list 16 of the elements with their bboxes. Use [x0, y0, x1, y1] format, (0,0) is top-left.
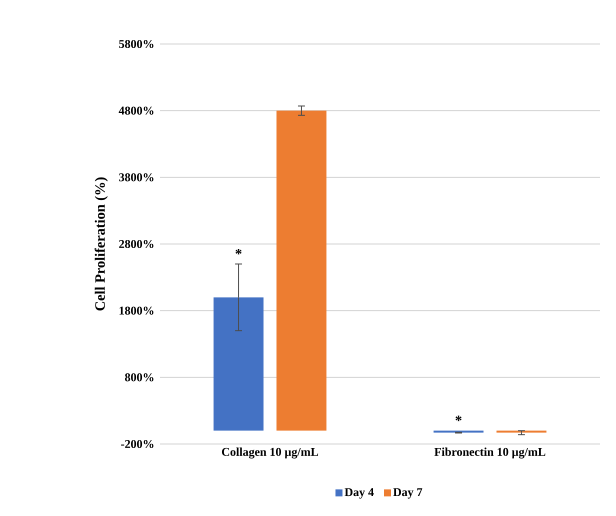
annotation: *	[456, 416, 462, 422]
legend-label: Day 4	[344, 488, 374, 499]
legend-label: Day 7	[393, 488, 422, 499]
bar	[214, 297, 264, 431]
y-tick-label: 4800%	[118, 106, 154, 115]
y-axis-title: Cell Proliferation (%)	[94, 177, 108, 310]
y-tick-label: 2800%	[119, 240, 154, 248]
y-tick-label: 5800%	[119, 40, 154, 48]
x-tick-label: Fibronectin 10 µg/mL	[434, 448, 546, 458]
y-tick-label: 800%	[124, 373, 154, 382]
y-tick-label: 1800%	[120, 306, 154, 315]
x-tick-label: Collagen 10 µg/mL	[222, 448, 318, 458]
annotation: *	[236, 249, 242, 254]
y-tick-label: 3800%	[119, 173, 154, 182]
bar	[276, 110, 326, 431]
y-tick-label: -200%	[121, 440, 154, 448]
